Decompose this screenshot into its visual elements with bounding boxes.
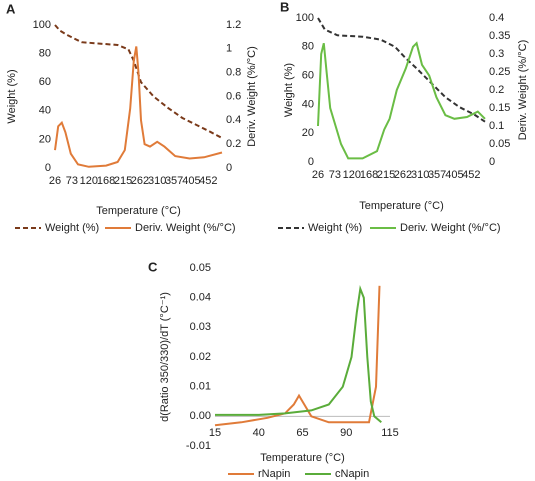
y-tick-label: 80 xyxy=(302,41,314,53)
x-tick-label: 26 xyxy=(49,175,61,187)
y-axis-title: Weight (%) xyxy=(283,63,295,117)
x-tick-label: 115 xyxy=(381,427,399,439)
y2-tick-label: 0.05 xyxy=(489,138,510,150)
y-tick-label: 0.02 xyxy=(190,351,211,363)
x-tick-label: 65 xyxy=(296,427,308,439)
y-tick-label: 0.00 xyxy=(190,410,211,422)
y2-axis-title: Deriv. Weight (%/°C) xyxy=(517,40,529,141)
y-tick-label: 100 xyxy=(296,12,314,24)
y-tick-label: 60 xyxy=(39,76,51,88)
y2-tick-label: 0.4 xyxy=(489,12,504,24)
panel-label: B xyxy=(280,0,289,14)
y-tick-label: 40 xyxy=(39,105,51,117)
x-tick-label: 310 xyxy=(148,175,166,187)
y-tick-label: 20 xyxy=(302,127,314,139)
x-tick-label: 90 xyxy=(340,427,352,439)
x-tick-label: 168 xyxy=(97,175,115,187)
x-tick-label: 262 xyxy=(131,175,149,187)
y2-tick-label: 1.2 xyxy=(226,19,241,31)
y2-tick-label: 0.2 xyxy=(226,138,241,150)
x-axis-title: Temperature (°C) xyxy=(359,200,443,212)
y-tick-label: -0.01 xyxy=(186,440,211,452)
x-tick-label: 26 xyxy=(312,169,324,181)
legend-label: cNapin xyxy=(335,468,369,480)
legend-label: rNapin xyxy=(258,468,290,480)
y2-tick-label: 0 xyxy=(226,162,232,174)
series-line xyxy=(317,41,486,160)
x-tick-label: 357 xyxy=(428,169,446,181)
x-tick-label: 405 xyxy=(182,175,200,187)
legend-label: Weight (%) xyxy=(45,222,99,234)
y-axis-title: d(Ratio 350/330)/dT (°C⁻¹) xyxy=(159,292,171,422)
y2-tick-label: 0.3 xyxy=(489,48,504,60)
y2-tick-label: 0.35 xyxy=(489,30,510,42)
y-tick-label: 80 xyxy=(39,48,51,60)
legend-label: Deriv. Weight (%/°C) xyxy=(135,222,236,234)
y2-tick-label: 0 xyxy=(489,156,495,168)
y-tick-label: 0.05 xyxy=(190,262,211,274)
x-tick-label: 120 xyxy=(80,175,98,187)
x-axis-title: Temperature (°C) xyxy=(260,452,344,464)
y2-tick-label: 1 xyxy=(226,43,232,55)
y-tick-label: 0.03 xyxy=(190,321,211,333)
legend-label: Weight (%) xyxy=(308,222,362,234)
x-tick-label: 452 xyxy=(199,175,217,187)
x-tick-label: 405 xyxy=(445,169,463,181)
y-tick-label: 100 xyxy=(33,19,51,31)
series-line xyxy=(215,284,382,424)
y2-tick-label: 0.4 xyxy=(226,114,241,126)
legend-label: Deriv. Weight (%/°C) xyxy=(400,222,501,234)
x-tick-label: 40 xyxy=(253,427,265,439)
series-line xyxy=(317,17,486,123)
y2-axis-title: Deriv. Weight (%/°C) xyxy=(246,46,258,147)
x-tick-label: 357 xyxy=(165,175,183,187)
x-tick-label: 168 xyxy=(360,169,378,181)
series-line xyxy=(54,46,223,168)
x-tick-label: 215 xyxy=(114,175,132,187)
x-tick-label: 73 xyxy=(329,169,341,181)
y2-tick-label: 0.1 xyxy=(489,120,504,132)
y-tick-label: 0.04 xyxy=(190,292,211,304)
y-axis-title: Weight (%) xyxy=(6,69,18,123)
y2-tick-label: 0.25 xyxy=(489,66,510,78)
panel-label: A xyxy=(6,1,16,16)
x-tick-label: 120 xyxy=(343,169,361,181)
x-tick-label: 215 xyxy=(377,169,395,181)
x-axis-title: Temperature (°C) xyxy=(96,205,180,217)
y2-tick-label: 0.8 xyxy=(226,67,241,79)
y2-tick-label: 0.15 xyxy=(489,102,510,114)
y-tick-label: 40 xyxy=(302,98,314,110)
y-tick-label: 20 xyxy=(39,133,51,145)
y2-tick-label: 0.6 xyxy=(226,90,241,102)
series-line xyxy=(214,285,381,427)
y-tick-label: 60 xyxy=(302,70,314,82)
x-tick-label: 310 xyxy=(411,169,429,181)
y-tick-label: 0 xyxy=(308,156,314,168)
y-tick-label: 0 xyxy=(45,162,51,174)
panel-label: C xyxy=(148,259,158,274)
y-tick-label: 0.01 xyxy=(190,381,211,393)
y2-tick-label: 0.2 xyxy=(489,84,504,96)
x-tick-label: 262 xyxy=(394,169,412,181)
x-tick-label: 452 xyxy=(462,169,480,181)
x-tick-label: 15 xyxy=(209,427,221,439)
x-tick-label: 73 xyxy=(66,175,78,187)
